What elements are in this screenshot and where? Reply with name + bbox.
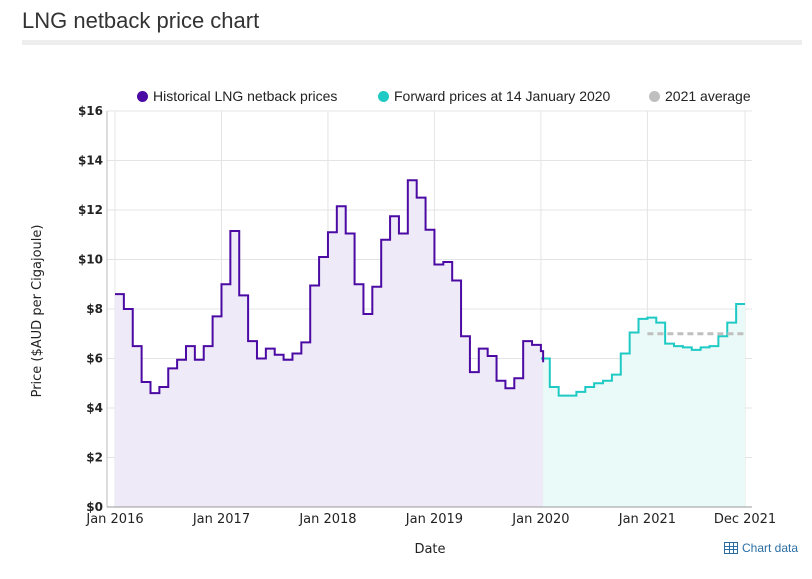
- chart-legend: Historical LNG netback prices Forward pr…: [0, 86, 812, 108]
- legend-item-forward[interactable]: Forward prices at 14 January 2020: [378, 88, 610, 104]
- legend-label-historical: Historical LNG netback prices: [153, 88, 338, 104]
- y-tick-label: $14: [78, 154, 103, 168]
- y-tick-label: $2: [86, 451, 103, 465]
- x-tick-label: Jan 2016: [85, 512, 143, 527]
- x-tick-label: Jan 2018: [298, 512, 356, 527]
- y-tick-label: $4: [86, 401, 103, 415]
- legend-marker-average: [649, 90, 660, 102]
- legend-marker-historical: [137, 90, 148, 102]
- legend-item-historical[interactable]: Historical LNG netback prices: [137, 88, 337, 104]
- x-tick-label: Jan 2021: [618, 512, 676, 527]
- x-tick-label: Dec 2021: [714, 512, 776, 527]
- legend-marker-forward: [378, 90, 389, 102]
- x-axis-title: Date: [414, 542, 445, 557]
- chart-data-label: Chart data: [742, 541, 799, 555]
- chart-data-button[interactable]: Chart data: [724, 541, 798, 555]
- y-tick-label: $12: [78, 203, 103, 217]
- legend-label-average: 2021 average: [665, 88, 751, 104]
- forward-series-line: [540, 303, 745, 397]
- legend-item-average[interactable]: 2021 average: [649, 88, 751, 104]
- y-axis-title: Price ($AUD per Cigajoule): [30, 225, 45, 398]
- x-tick-label: Jan 2020: [511, 512, 569, 527]
- y-tick-label: $6: [86, 352, 103, 366]
- y-tick-label: $10: [78, 253, 103, 267]
- x-tick-label: Jan 2017: [192, 512, 250, 527]
- table-icon: [724, 542, 738, 554]
- historical-series-area: [115, 180, 544, 508]
- y-tick-label: $16: [78, 104, 103, 118]
- y-tick-label: $8: [86, 302, 103, 316]
- x-tick-label: Jan 2019: [405, 512, 463, 527]
- page-title: LNG netback price chart: [22, 8, 260, 33]
- legend-label-forward: Forward prices at 14 January 2020: [394, 88, 611, 104]
- forward-series-area: [540, 304, 745, 507]
- y-tick-label: $0: [86, 500, 103, 514]
- historical-series-line: [115, 179, 545, 395]
- title-divider: [22, 40, 802, 45]
